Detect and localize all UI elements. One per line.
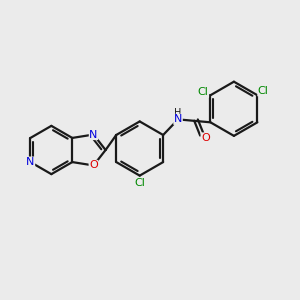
Text: H: H	[174, 108, 181, 118]
Text: O: O	[89, 160, 98, 170]
Text: Cl: Cl	[258, 86, 269, 96]
Text: N: N	[26, 157, 34, 167]
Text: N: N	[89, 130, 98, 140]
Text: O: O	[201, 133, 210, 143]
Text: Cl: Cl	[134, 178, 145, 188]
Text: Cl: Cl	[198, 87, 208, 97]
Text: N: N	[174, 114, 182, 124]
